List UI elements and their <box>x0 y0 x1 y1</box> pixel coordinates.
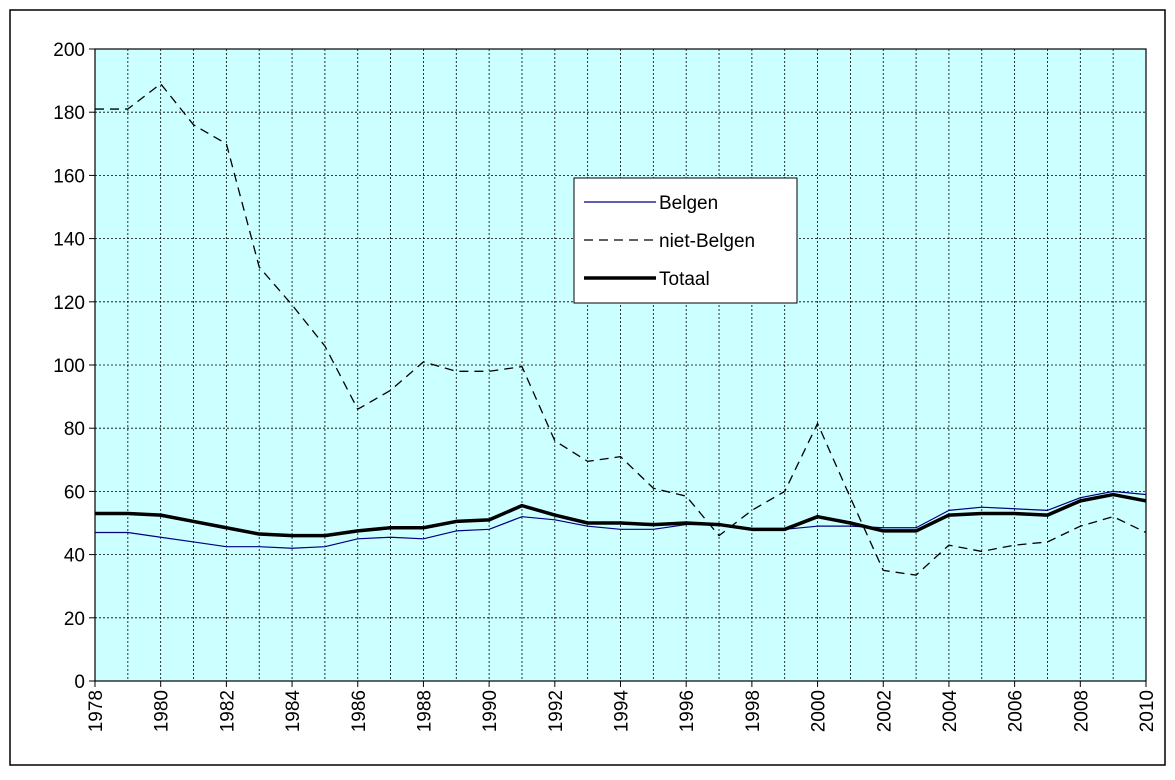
y-tick-label: 160 <box>53 166 85 187</box>
y-tick-label: 140 <box>53 230 85 251</box>
x-tick-label: 1986 <box>349 690 370 732</box>
y-tick-label: 100 <box>53 356 85 377</box>
y-tick-label: 40 <box>64 546 85 567</box>
legend: Belgen niet-Belgen Totaal <box>573 177 798 304</box>
x-tick-label: 1996 <box>677 690 698 732</box>
y-tick-label: 60 <box>64 482 85 503</box>
x-tick-label: 1978 <box>86 690 107 732</box>
x-tick-label: 2004 <box>940 690 961 733</box>
series-line <box>95 83 1147 576</box>
series-line <box>95 490 1147 549</box>
legend-label: Totaal <box>659 269 710 290</box>
x-tick-label: 1990 <box>480 690 501 732</box>
x-tick-label: 2006 <box>1006 690 1027 732</box>
y-tick-label: 120 <box>53 293 85 314</box>
legend-label: Belgen <box>659 193 718 214</box>
y-tick-label: 20 <box>64 609 85 630</box>
x-tick-label: 1982 <box>217 690 238 732</box>
y-tick-label: 200 <box>53 40 85 61</box>
legend-label: niet-Belgen <box>659 231 755 252</box>
x-tick-label: 2008 <box>1071 690 1092 732</box>
x-tick-label: 1984 <box>283 690 304 733</box>
x-tick-label: 1992 <box>546 690 567 732</box>
x-tick-label: 2002 <box>874 690 895 732</box>
x-tick-label: 1994 <box>612 690 633 733</box>
y-tick-label: 180 <box>53 103 85 124</box>
series-line <box>95 492 1147 538</box>
y-tick-label: 0 <box>74 672 85 693</box>
x-tick-label: 2010 <box>1137 690 1158 732</box>
legend-box <box>573 177 798 304</box>
plot-border <box>94 48 1147 682</box>
x-tick-label: 1980 <box>152 690 173 732</box>
x-tick-label: 2000 <box>809 690 830 732</box>
x-tick-label: 1988 <box>414 690 435 732</box>
x-tick-label: 1998 <box>743 690 764 732</box>
y-tick-label: 80 <box>64 419 85 440</box>
